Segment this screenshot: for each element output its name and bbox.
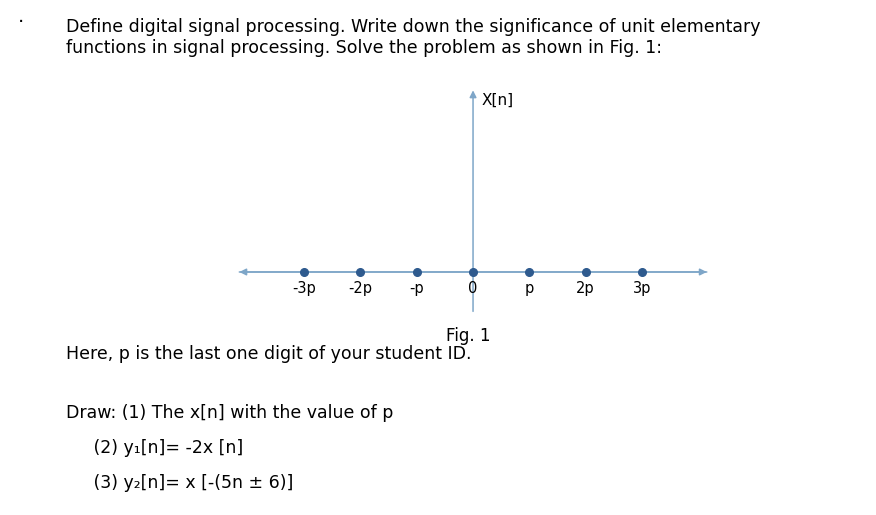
Text: functions in signal processing. Solve the problem as shown in Fig. 1:: functions in signal processing. Solve th…	[66, 39, 661, 57]
Text: Here, p is the last one digit of your student ID.: Here, p is the last one digit of your st…	[66, 345, 471, 363]
Text: X[n]: X[n]	[482, 93, 513, 108]
Text: p: p	[525, 282, 534, 297]
Text: (3) y₂[n]= x [-(5n ± 6)]: (3) y₂[n]= x [-(5n ± 6)]	[66, 474, 293, 492]
Text: -2p: -2p	[349, 282, 372, 297]
Text: 3p: 3p	[632, 282, 651, 297]
Text: 2p: 2p	[576, 282, 595, 297]
Text: Fig. 1: Fig. 1	[447, 327, 491, 345]
Text: -3p: -3p	[293, 282, 316, 297]
Text: Define digital signal processing. Write down the significance of unit elementary: Define digital signal processing. Write …	[66, 18, 760, 36]
Text: -p: -p	[409, 282, 424, 297]
Text: 0: 0	[469, 282, 477, 297]
Text: ·: ·	[18, 13, 24, 32]
Text: Draw: (1) The x[n] with the value of p: Draw: (1) The x[n] with the value of p	[66, 404, 393, 422]
Text: (2) y₁[n]= -2x [n]: (2) y₁[n]= -2x [n]	[66, 439, 243, 457]
